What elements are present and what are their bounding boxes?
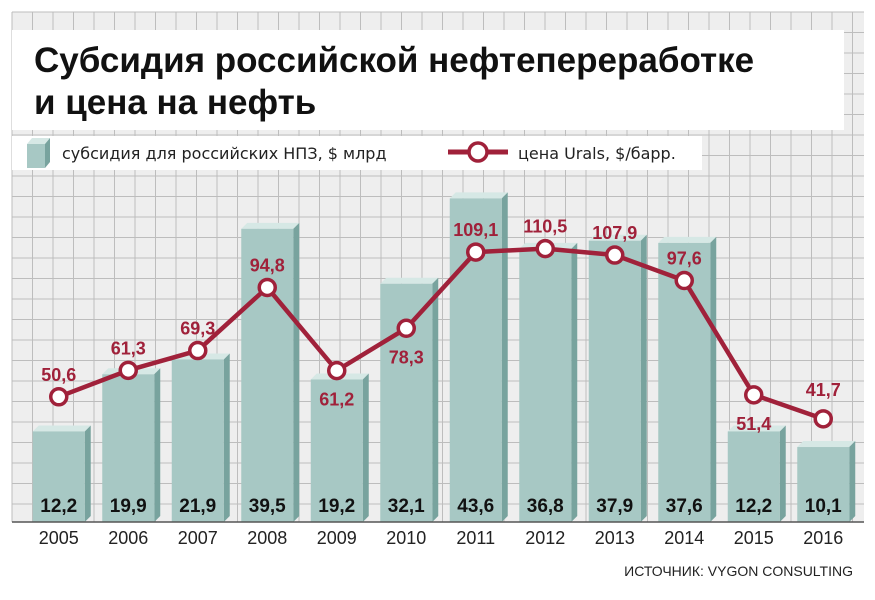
price-point-2013	[605, 245, 625, 265]
price-value-label: 97,6	[667, 249, 702, 269]
bar-2007	[171, 353, 230, 522]
price-line-path	[57, 246, 824, 421]
price-value-label: 110,5	[523, 217, 567, 237]
price-value-label: 69,3	[180, 319, 215, 339]
bar-value-label: 32,1	[388, 496, 425, 517]
x-tick-label: 2016	[803, 528, 843, 548]
legend: субсидия для российских НПЗ, $ млрд цена…	[12, 136, 702, 170]
bar-value-label: 21,9	[179, 496, 216, 517]
bar-2015	[727, 425, 786, 522]
price-point-2016	[813, 409, 833, 429]
bar-value-label: 37,6	[666, 496, 703, 517]
price-point-2014	[674, 270, 694, 291]
price-point-2006	[118, 360, 138, 381]
bar-value-label: 19,2	[318, 496, 355, 517]
price-value-label: 94,8	[250, 255, 285, 275]
price-value-label: 61,3	[111, 338, 146, 358]
bar-value-label: 12,2	[40, 496, 77, 517]
bar-2005	[32, 425, 91, 522]
price-value-label: 78,3	[389, 347, 424, 367]
x-tick-label: 2010	[386, 528, 426, 548]
bar-value-label: 39,5	[249, 496, 286, 517]
bar-2006	[102, 368, 161, 522]
x-tick-label: 2014	[664, 528, 704, 548]
x-axis: 2005 2006 2007 2008 2009 2010 2011 2012 2013 2014…	[12, 521, 864, 548]
x-tick-label: 2013	[595, 528, 635, 548]
bar-2008	[241, 222, 300, 523]
x-tick-label: 2012	[525, 528, 565, 548]
bar-value-label: 10,1	[805, 496, 842, 517]
x-tick-label: 2011	[456, 528, 495, 548]
chart-title-line-1: Субсидия российской нефтепереработке	[34, 41, 754, 80]
price-point-2005	[49, 387, 69, 407]
legend-line-label: цена Urals, $/барр.	[518, 144, 676, 163]
legend-background	[12, 136, 702, 170]
legend-bar-label: субсидия для российских НПЗ, $ млрд	[62, 144, 387, 163]
legend-bar-swatch	[27, 138, 50, 168]
price-value-label: 51,4	[736, 414, 771, 434]
price-point-2015	[744, 385, 764, 405]
price-line	[49, 238, 833, 429]
chart-title-line-2: и цена на нефть	[34, 83, 316, 122]
bar-2012	[519, 242, 578, 522]
bar-value-label: 19,9	[110, 496, 147, 517]
source-note: ИСТОЧНИК: VYGON CONSULTING	[624, 563, 853, 579]
x-tick-label: 2008	[247, 528, 287, 548]
x-tick-label: 2006	[108, 528, 148, 548]
price-value-label: 41,7	[806, 380, 841, 400]
price-point-2009	[327, 360, 347, 381]
x-tick-label: 2009	[317, 528, 357, 548]
bar-value-label: 43,6	[457, 496, 494, 517]
price-point-2012	[535, 238, 555, 259]
bar-2016	[797, 441, 856, 522]
x-tick-label: 2005	[39, 528, 79, 548]
legend-line-swatch	[448, 141, 508, 163]
price-point-2008	[257, 277, 277, 298]
price-point-2007	[188, 340, 208, 361]
bar-2010	[380, 277, 439, 522]
bar-value-label: 36,8	[527, 496, 564, 517]
price-value-label: 61,2	[319, 390, 354, 410]
x-tick-label: 2007	[178, 528, 218, 548]
title-block: Субсидия российской нефтепереработке и ц…	[12, 30, 844, 130]
price-point-2011	[466, 242, 486, 262]
x-tick-label: 2015	[734, 528, 774, 548]
title-background	[12, 30, 844, 130]
price-value-label: 109,1	[453, 220, 498, 240]
bar-value-label: 37,9	[596, 496, 633, 517]
bar-2011	[449, 192, 508, 522]
bar-value-label: 12,2	[735, 496, 772, 517]
price-value-label: 50,6	[41, 365, 76, 385]
data-labels: 12,2 19,9 21,9 39,5 19,2 32,1 43,6 36,8 37,9 37,6…	[40, 217, 842, 517]
price-value-label: 107,9	[592, 223, 637, 243]
price-point-2010	[396, 318, 416, 339]
bar-2013	[588, 234, 647, 522]
